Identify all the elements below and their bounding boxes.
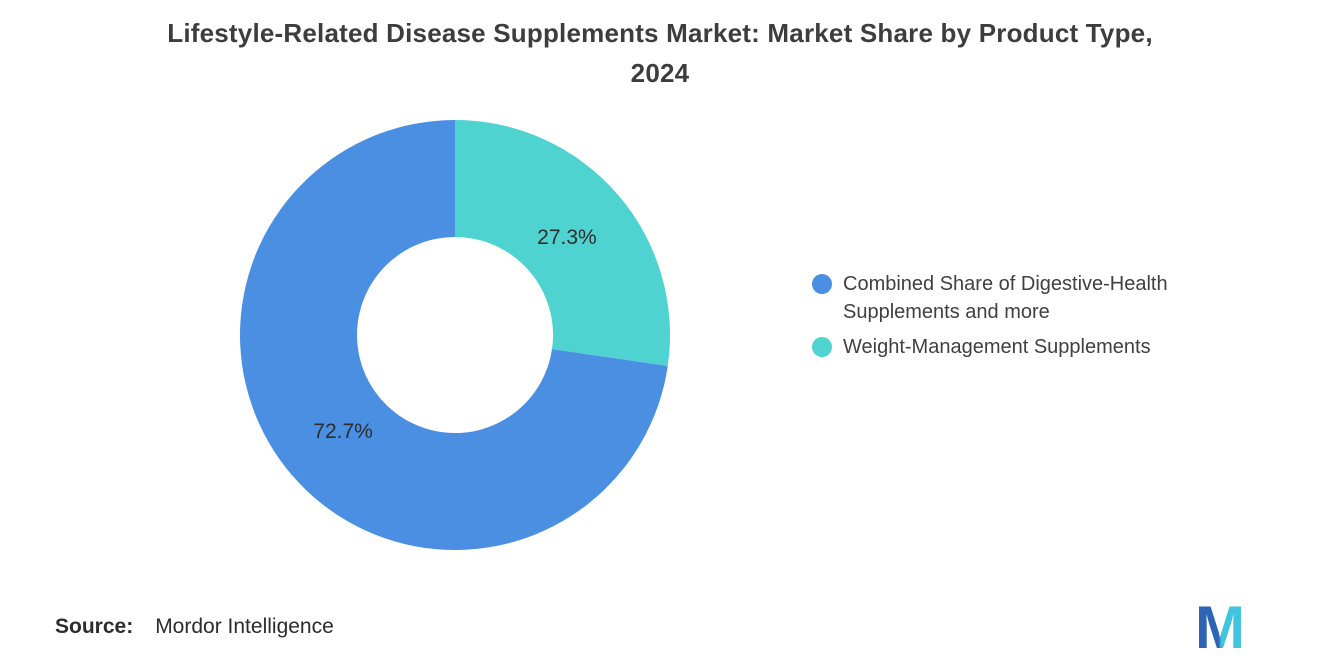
slice-data-label: 72.7% xyxy=(313,419,373,443)
source-prefix: Source: xyxy=(55,615,134,638)
legend-label-weight-management: Weight-Management Supplements xyxy=(843,336,1151,358)
donut-slice xyxy=(240,120,668,550)
chart-title-line1: Lifestyle-Related Disease Supplements Ma… xyxy=(167,18,1153,48)
legend-item-weight-management: Weight-Management Supplements xyxy=(812,333,1232,361)
chart-legend: Combined Share of Digestive-Health Suppl… xyxy=(812,270,1232,368)
donut-slice xyxy=(455,120,670,366)
source-text: Mordor Intelligence xyxy=(155,615,334,638)
donut-chart: 27.3% 72.7% xyxy=(240,120,670,550)
legend-label-digestive-health: Combined Share of Digestive-Health Suppl… xyxy=(843,273,1168,323)
legend-swatch-digestive-health xyxy=(812,274,832,294)
svg-text:M: M xyxy=(1195,598,1245,652)
chart-title-line2: 2024 xyxy=(630,58,690,88)
source-attribution: Source: Mordor Intelligence xyxy=(55,615,334,639)
legend-swatch-weight-management xyxy=(812,337,832,357)
mordor-intelligence-logo: M xyxy=(1195,598,1245,652)
slice-data-label: 27.3% xyxy=(537,226,597,250)
chart-title: Lifestyle-Related Disease Supplements Ma… xyxy=(0,13,1320,93)
legend-item-digestive-health: Combined Share of Digestive-Health Suppl… xyxy=(812,270,1232,326)
donut-svg xyxy=(240,120,670,550)
